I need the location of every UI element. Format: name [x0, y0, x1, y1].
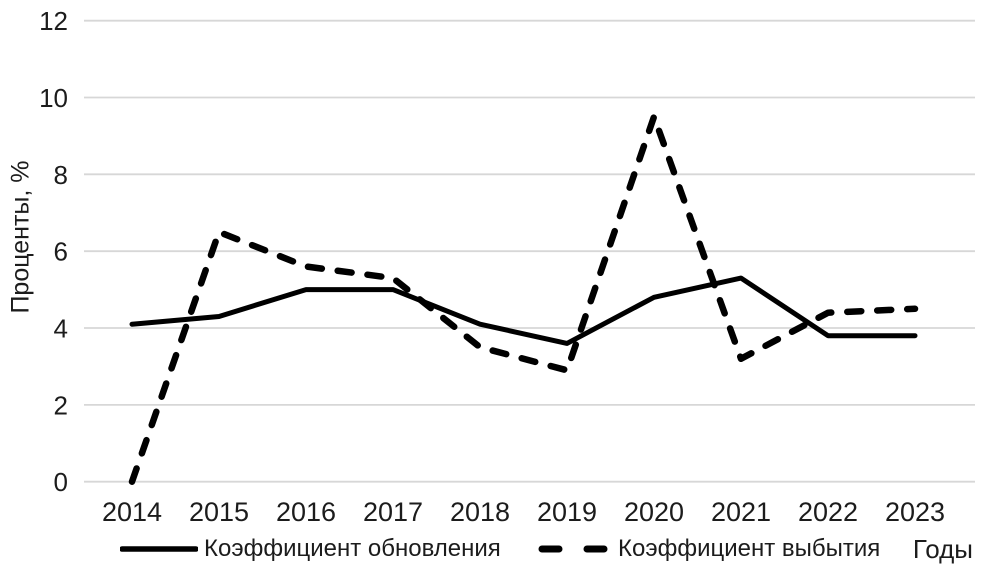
x-tick-label: 2016 [276, 497, 336, 527]
x-axis-title: Годы [912, 533, 973, 564]
y-tick-label: 0 [54, 467, 68, 497]
y-tick-label: 10 [39, 83, 68, 113]
x-tick-label: 2019 [537, 497, 597, 527]
y-tick-label: 12 [39, 6, 68, 36]
x-tick-label: 2021 [711, 497, 771, 527]
legend-label-retirement: Коэффициент выбытия [618, 535, 881, 562]
x-tick-label: 2018 [450, 497, 510, 527]
x-tick-label: 2023 [885, 497, 945, 527]
x-tick-label: 2017 [363, 497, 423, 527]
plot-area: 0 2 4 6 8 10 12 2014 2015 2016 2017 2018 2019 2020 202… [39, 6, 975, 527]
x-tick-label: 2014 [102, 497, 162, 527]
solid-line-swatch [120, 546, 198, 552]
x-tick-label: 2015 [189, 497, 249, 527]
y-tick-label: 2 [54, 390, 68, 420]
legend: Коэффициент обновления Коэффициент выбыт… [0, 533, 982, 565]
y-tick-label: 6 [54, 237, 68, 267]
dashed-line-swatch [538, 545, 612, 553]
y-tick-label: 8 [54, 160, 68, 190]
series-line-renewal [129, 275, 918, 346]
y-axis-title: Проценты, % [6, 160, 35, 314]
series-line-retirement [128, 113, 919, 485]
legend-item-renewal: Коэффициент обновления [120, 533, 501, 565]
legend-item-retirement: Коэффициент выбытия [536, 533, 880, 565]
y-tick-label: 4 [54, 314, 68, 344]
legend-label-renewal: Коэффициент обновления [204, 535, 501, 562]
x-tick-label: 2022 [798, 497, 858, 527]
x-tick-label: 2020 [624, 497, 684, 527]
